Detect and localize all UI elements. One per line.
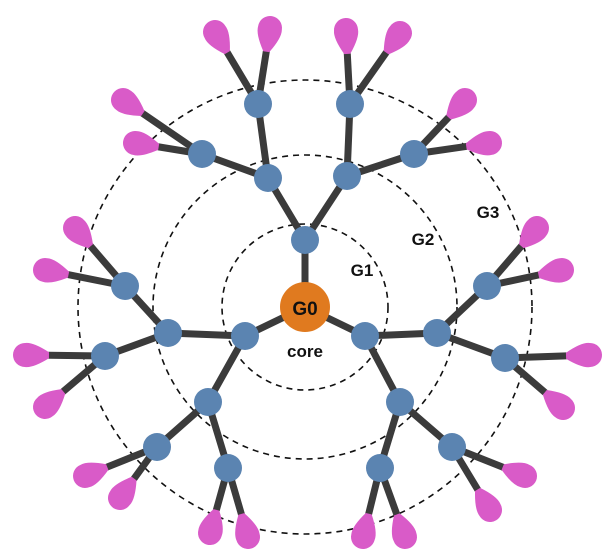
branch-node-g3-11: [214, 454, 242, 482]
ring-g3: [77, 79, 533, 535]
branch-node-g1-6: [291, 226, 319, 254]
branch-node-g3-10: [143, 433, 171, 461]
branch-node-g3-17: [438, 433, 466, 461]
end-group-17: [537, 257, 575, 283]
end-group-11: [32, 389, 66, 419]
end-groups: [12, 15, 603, 550]
end-group-12: [73, 462, 109, 488]
branch-node-g2-5: [333, 162, 361, 190]
end-group-21: [474, 487, 503, 523]
generation-label-g3: G3: [477, 203, 500, 222]
end-group-4: [333, 17, 359, 55]
generation-label-g1: G1: [351, 261, 374, 280]
end-group-20: [501, 462, 538, 489]
branch-node-g3-15: [491, 344, 519, 372]
generation-label-g2: G2: [412, 230, 435, 249]
end-group-0: [123, 131, 160, 156]
branch-node-g2-16: [423, 319, 451, 347]
branch-node-g3-8: [91, 342, 119, 370]
end-group-8: [62, 215, 93, 249]
ring-g2: [152, 154, 458, 460]
end-group-22: [350, 512, 376, 550]
end-group-18: [565, 342, 603, 368]
end-group-5: [383, 20, 412, 55]
ring-g1: [221, 223, 389, 391]
core-node: [280, 282, 330, 332]
end-group-1: [110, 88, 145, 117]
end-group-10: [12, 342, 50, 368]
branch-node-g3-3: [336, 90, 364, 118]
branch-node-g3-7: [111, 272, 139, 300]
generation-rings: [77, 79, 533, 535]
branch-node-g2-9: [154, 319, 182, 347]
core-caption: core: [287, 342, 323, 361]
end-group-9: [32, 257, 70, 283]
end-group-14: [198, 509, 223, 545]
branch-node-g2-19: [386, 388, 414, 416]
branch-node-g1-20: [351, 322, 379, 350]
branch-nodes: [91, 90, 519, 482]
end-group-15: [235, 513, 260, 549]
branch-node-g3-18: [366, 454, 394, 482]
core-group: G0: [280, 282, 330, 332]
end-group-16: [519, 215, 549, 249]
branch-node-g2-2: [254, 164, 282, 192]
branch-node-g3-0: [188, 140, 216, 168]
end-group-19: [542, 390, 576, 421]
core-label: G0: [292, 299, 317, 320]
end-group-2: [203, 19, 230, 55]
branch-node-g3-14: [473, 272, 501, 300]
end-group-7: [465, 130, 502, 156]
end-group-13: [107, 476, 137, 511]
branch-node-g3-1: [244, 90, 272, 118]
branch-node-g2-12: [194, 388, 222, 416]
branch-node-g3-4: [400, 140, 428, 168]
end-group-3: [257, 15, 283, 53]
end-group-23: [391, 513, 418, 550]
end-group-6: [446, 87, 478, 120]
branch-node-g1-13: [231, 322, 259, 350]
